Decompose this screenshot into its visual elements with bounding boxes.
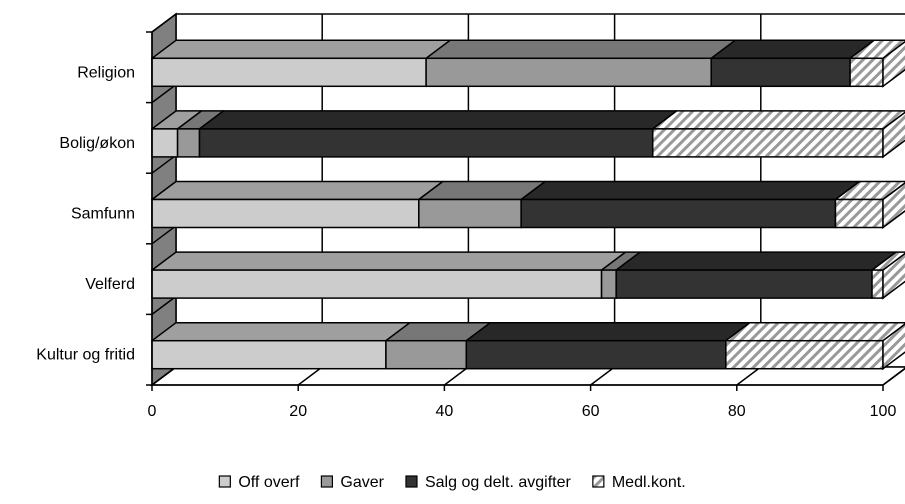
floor-gridline <box>443 366 469 386</box>
side-wall-divider <box>151 225 177 245</box>
bar-samfunn-off-overf <box>151 198 420 229</box>
x-tick-label: 60 <box>582 403 600 420</box>
bar-samfunn-salg-og-delt-avgifter <box>520 198 837 229</box>
bar-bolig-kon-medl-kont- <box>651 128 884 158</box>
category-label: Velferd <box>85 276 135 293</box>
legend-label: Salg og delt. avgifter <box>425 474 572 491</box>
legend-swatch <box>218 475 231 488</box>
side-wall-divider <box>151 154 177 174</box>
category-label: Religion <box>77 64 135 81</box>
x-tick-label: 0 <box>148 403 157 420</box>
bar-top-velferd-salg-og-delt-avgifter <box>615 251 897 271</box>
bar-kultur-og-fritid-salg-og-delt-avgifter <box>465 339 727 370</box>
bar-samfunn-gaver <box>418 198 522 229</box>
bar-top-kultur-og-fritid-off-overf <box>151 321 411 342</box>
bar-end-samfunn <box>882 182 905 229</box>
legend-label: Off overf <box>238 474 300 491</box>
bar-kultur-og-fritid-gaver <box>385 339 468 370</box>
bar-top-bolig-kon-salg-og-delt-avgifter <box>198 110 678 130</box>
legend-swatch <box>320 475 333 488</box>
bar-velferd-salg-og-delt-avgifter <box>615 269 873 299</box>
bar-velferd-off-overf <box>151 269 603 299</box>
bar-top-bolig-kon-medl-kont- <box>651 110 905 130</box>
bar-end-kultur-og-fritid <box>882 323 905 371</box>
side-wall-divider <box>151 295 177 315</box>
bar-top-kultur-og-fritid-salg-og-delt-avgifter <box>465 321 751 342</box>
bar-top-religion-off-overf <box>151 39 451 60</box>
bar-kultur-og-fritid-off-overf <box>151 339 387 370</box>
bar-top-religion-salg-og-delt-avgifter <box>710 39 875 60</box>
bar-bolig-kon-off-overf <box>151 128 179 158</box>
bar-top-velferd-off-overf <box>151 251 627 271</box>
chart-bars <box>151 39 905 371</box>
floor-gridline <box>590 366 616 386</box>
floor-gridline <box>736 366 762 386</box>
bar-end-velferd <box>882 252 905 300</box>
bar-samfunn-medl-kont- <box>834 198 884 229</box>
chart-legend: Off overf Gaver Salg og delt. avgifter Medl… <box>218 474 686 491</box>
bar-bolig-kon-salg-og-delt-avgifter <box>198 128 654 158</box>
x-tick-label: 100 <box>870 403 897 420</box>
side-wall-divider <box>151 13 177 33</box>
legend-label: Gaver <box>340 474 384 491</box>
side-wall-divider <box>151 366 177 386</box>
bar-top-kultur-og-fritid-medl-kont- <box>725 321 905 342</box>
bar-end-religion <box>882 40 905 88</box>
bar-kultur-og-fritid-medl-kont- <box>725 339 884 370</box>
x-tick-label: 20 <box>289 403 307 420</box>
bar-velferd-medl-kont- <box>871 269 884 299</box>
bar-religion-off-overf <box>151 57 427 88</box>
bar-velferd-gaver <box>600 269 617 299</box>
floor-gridline <box>882 367 905 386</box>
bar-religion-gaver <box>425 57 712 88</box>
x-tick-label: 80 <box>728 403 746 420</box>
x-tick-label: 40 <box>436 403 454 420</box>
category-label: Samfunn <box>71 206 135 223</box>
bar-top-samfunn-salg-og-delt-avgifter <box>520 180 861 201</box>
bar-bolig-kon-gaver <box>176 128 201 158</box>
legend-label: Medl.kont. <box>612 474 686 491</box>
chart-axes: Religion Bolig/økon Samfunn Velferd Kultur o… <box>36 31 897 420</box>
bar-religion-medl-kont- <box>849 57 884 88</box>
floor <box>149 366 905 386</box>
legend-swatch <box>592 475 605 488</box>
category-label: Bolig/økon <box>59 135 135 152</box>
category-label: Kultur og fritid <box>36 347 135 364</box>
bar-end-bolig-kon <box>882 111 905 159</box>
bar-religion-salg-og-delt-avgifter <box>710 57 851 88</box>
bar-top-religion-gaver <box>425 39 736 60</box>
side-wall-divider <box>151 83 177 104</box>
legend-swatch <box>405 475 418 488</box>
bar-top-samfunn-off-overf <box>151 180 444 201</box>
floor-gridline <box>297 366 323 386</box>
